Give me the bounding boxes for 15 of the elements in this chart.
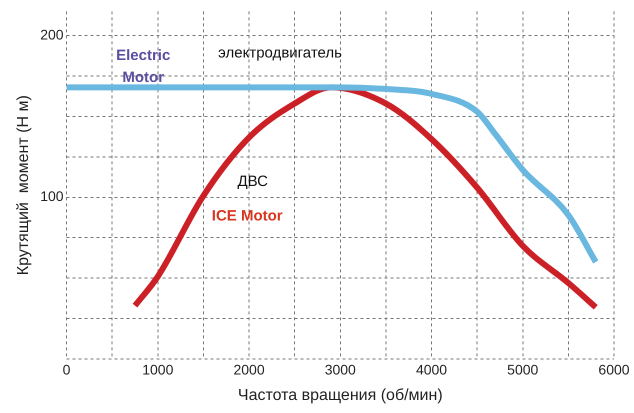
annotation: электродвигатель bbox=[218, 44, 342, 62]
annotation: Electric Motor bbox=[116, 47, 170, 86]
x-tick-label: 1000 bbox=[142, 361, 174, 378]
y-axis-title: Крутящий момент (Н м) bbox=[15, 95, 32, 276]
y-tick-label: 200 bbox=[40, 26, 64, 43]
x-tick-label: 5000 bbox=[507, 361, 539, 378]
x-tick-label: 6000 bbox=[598, 361, 630, 378]
x-tick-label: 0 bbox=[62, 361, 71, 378]
annotation: ДВС bbox=[237, 172, 268, 190]
y-tick-label: 100 bbox=[40, 188, 64, 204]
annotation: ICE Motor bbox=[212, 208, 283, 225]
x-axis-title: Частота вращения (об/мин) bbox=[238, 386, 443, 404]
x-tick-label: 4000 bbox=[416, 361, 448, 378]
x-tick-label: 2000 bbox=[233, 361, 265, 378]
x-tick-label: 3000 bbox=[324, 361, 356, 378]
